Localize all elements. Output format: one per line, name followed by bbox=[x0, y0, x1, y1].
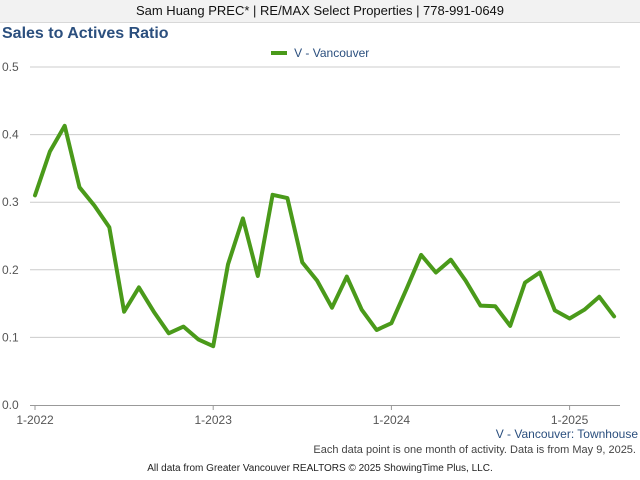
y-tick-label: 0.5 bbox=[2, 60, 19, 74]
data-point[interactable] bbox=[182, 325, 186, 329]
y-tick-label: 0.3 bbox=[2, 195, 19, 209]
data-point[interactable] bbox=[464, 279, 468, 283]
data-point[interactable] bbox=[152, 310, 156, 314]
data-point[interactable] bbox=[48, 150, 52, 154]
data-point[interactable] bbox=[107, 225, 111, 229]
data-point[interactable] bbox=[434, 271, 438, 275]
series-line-vancouver bbox=[33, 123, 617, 349]
data-point[interactable] bbox=[63, 124, 67, 128]
data-point[interactable] bbox=[508, 324, 512, 328]
x-tick-label: 1-2025 bbox=[551, 413, 589, 427]
data-point[interactable] bbox=[137, 285, 141, 289]
data-point[interactable] bbox=[92, 204, 96, 208]
x-tick-label: 1-2023 bbox=[195, 413, 233, 427]
data-point[interactable] bbox=[479, 304, 483, 308]
data-point[interactable] bbox=[196, 337, 200, 341]
chart-subtitle: V - Vancouver: Townhouse bbox=[495, 427, 638, 441]
data-point[interactable] bbox=[449, 258, 453, 262]
data-point[interactable] bbox=[78, 185, 82, 189]
data-point[interactable] bbox=[553, 308, 557, 312]
series-layer bbox=[33, 123, 617, 349]
data-point[interactable] bbox=[241, 216, 245, 220]
data-point[interactable] bbox=[122, 310, 126, 314]
data-point[interactable] bbox=[345, 275, 349, 279]
agent-header: Sam Huang PREC* | RE/MAX Select Properti… bbox=[0, 0, 640, 23]
agent-header-text: Sam Huang PREC* | RE/MAX Select Properti… bbox=[135, 3, 505, 18]
legend-swatch bbox=[270, 50, 287, 55]
data-point[interactable] bbox=[330, 306, 334, 310]
legend-label: V - Vancouver bbox=[294, 46, 370, 60]
data-point[interactable] bbox=[493, 304, 497, 308]
data-point[interactable] bbox=[389, 321, 393, 325]
data-note: Each data point is one month of activity… bbox=[313, 444, 636, 456]
data-point[interactable] bbox=[360, 308, 364, 312]
y-tick-label: 0.0 bbox=[2, 398, 19, 412]
data-point[interactable] bbox=[568, 316, 572, 320]
data-point[interactable] bbox=[285, 196, 289, 200]
y-tick-label: 0.4 bbox=[2, 128, 19, 142]
data-point[interactable] bbox=[167, 331, 171, 335]
x-tick-label: 1-2024 bbox=[373, 413, 411, 427]
chart-title: Sales to Actives Ratio bbox=[2, 25, 169, 42]
data-point[interactable] bbox=[271, 193, 275, 197]
data-point[interactable] bbox=[612, 314, 616, 318]
data-point[interactable] bbox=[315, 279, 319, 283]
data-point[interactable] bbox=[256, 274, 260, 278]
data-point[interactable] bbox=[582, 308, 586, 312]
legend: V - Vancouver bbox=[0, 45, 640, 61]
x-tick-label: 1-2022 bbox=[16, 413, 54, 427]
grid bbox=[30, 66, 620, 338]
axes: 0.0 0.1 0.2 0.3 0.4 0.5 1-2022 1-2023 1-2024 1-20… bbox=[2, 60, 620, 427]
footer-credit: All data from Greater Vancouver REALTORS… bbox=[147, 463, 493, 474]
data-point[interactable] bbox=[33, 193, 37, 197]
data-point[interactable] bbox=[226, 262, 230, 266]
data-point[interactable] bbox=[538, 271, 542, 275]
data-point[interactable] bbox=[523, 281, 527, 285]
y-tick-label: 0.1 bbox=[2, 330, 19, 344]
y-tick-label: 0.2 bbox=[2, 263, 19, 277]
data-point[interactable] bbox=[211, 344, 215, 348]
data-point[interactable] bbox=[404, 287, 408, 291]
data-point[interactable] bbox=[597, 295, 601, 299]
data-point[interactable] bbox=[419, 253, 423, 257]
data-point[interactable] bbox=[375, 328, 379, 332]
data-point[interactable] bbox=[300, 260, 304, 264]
